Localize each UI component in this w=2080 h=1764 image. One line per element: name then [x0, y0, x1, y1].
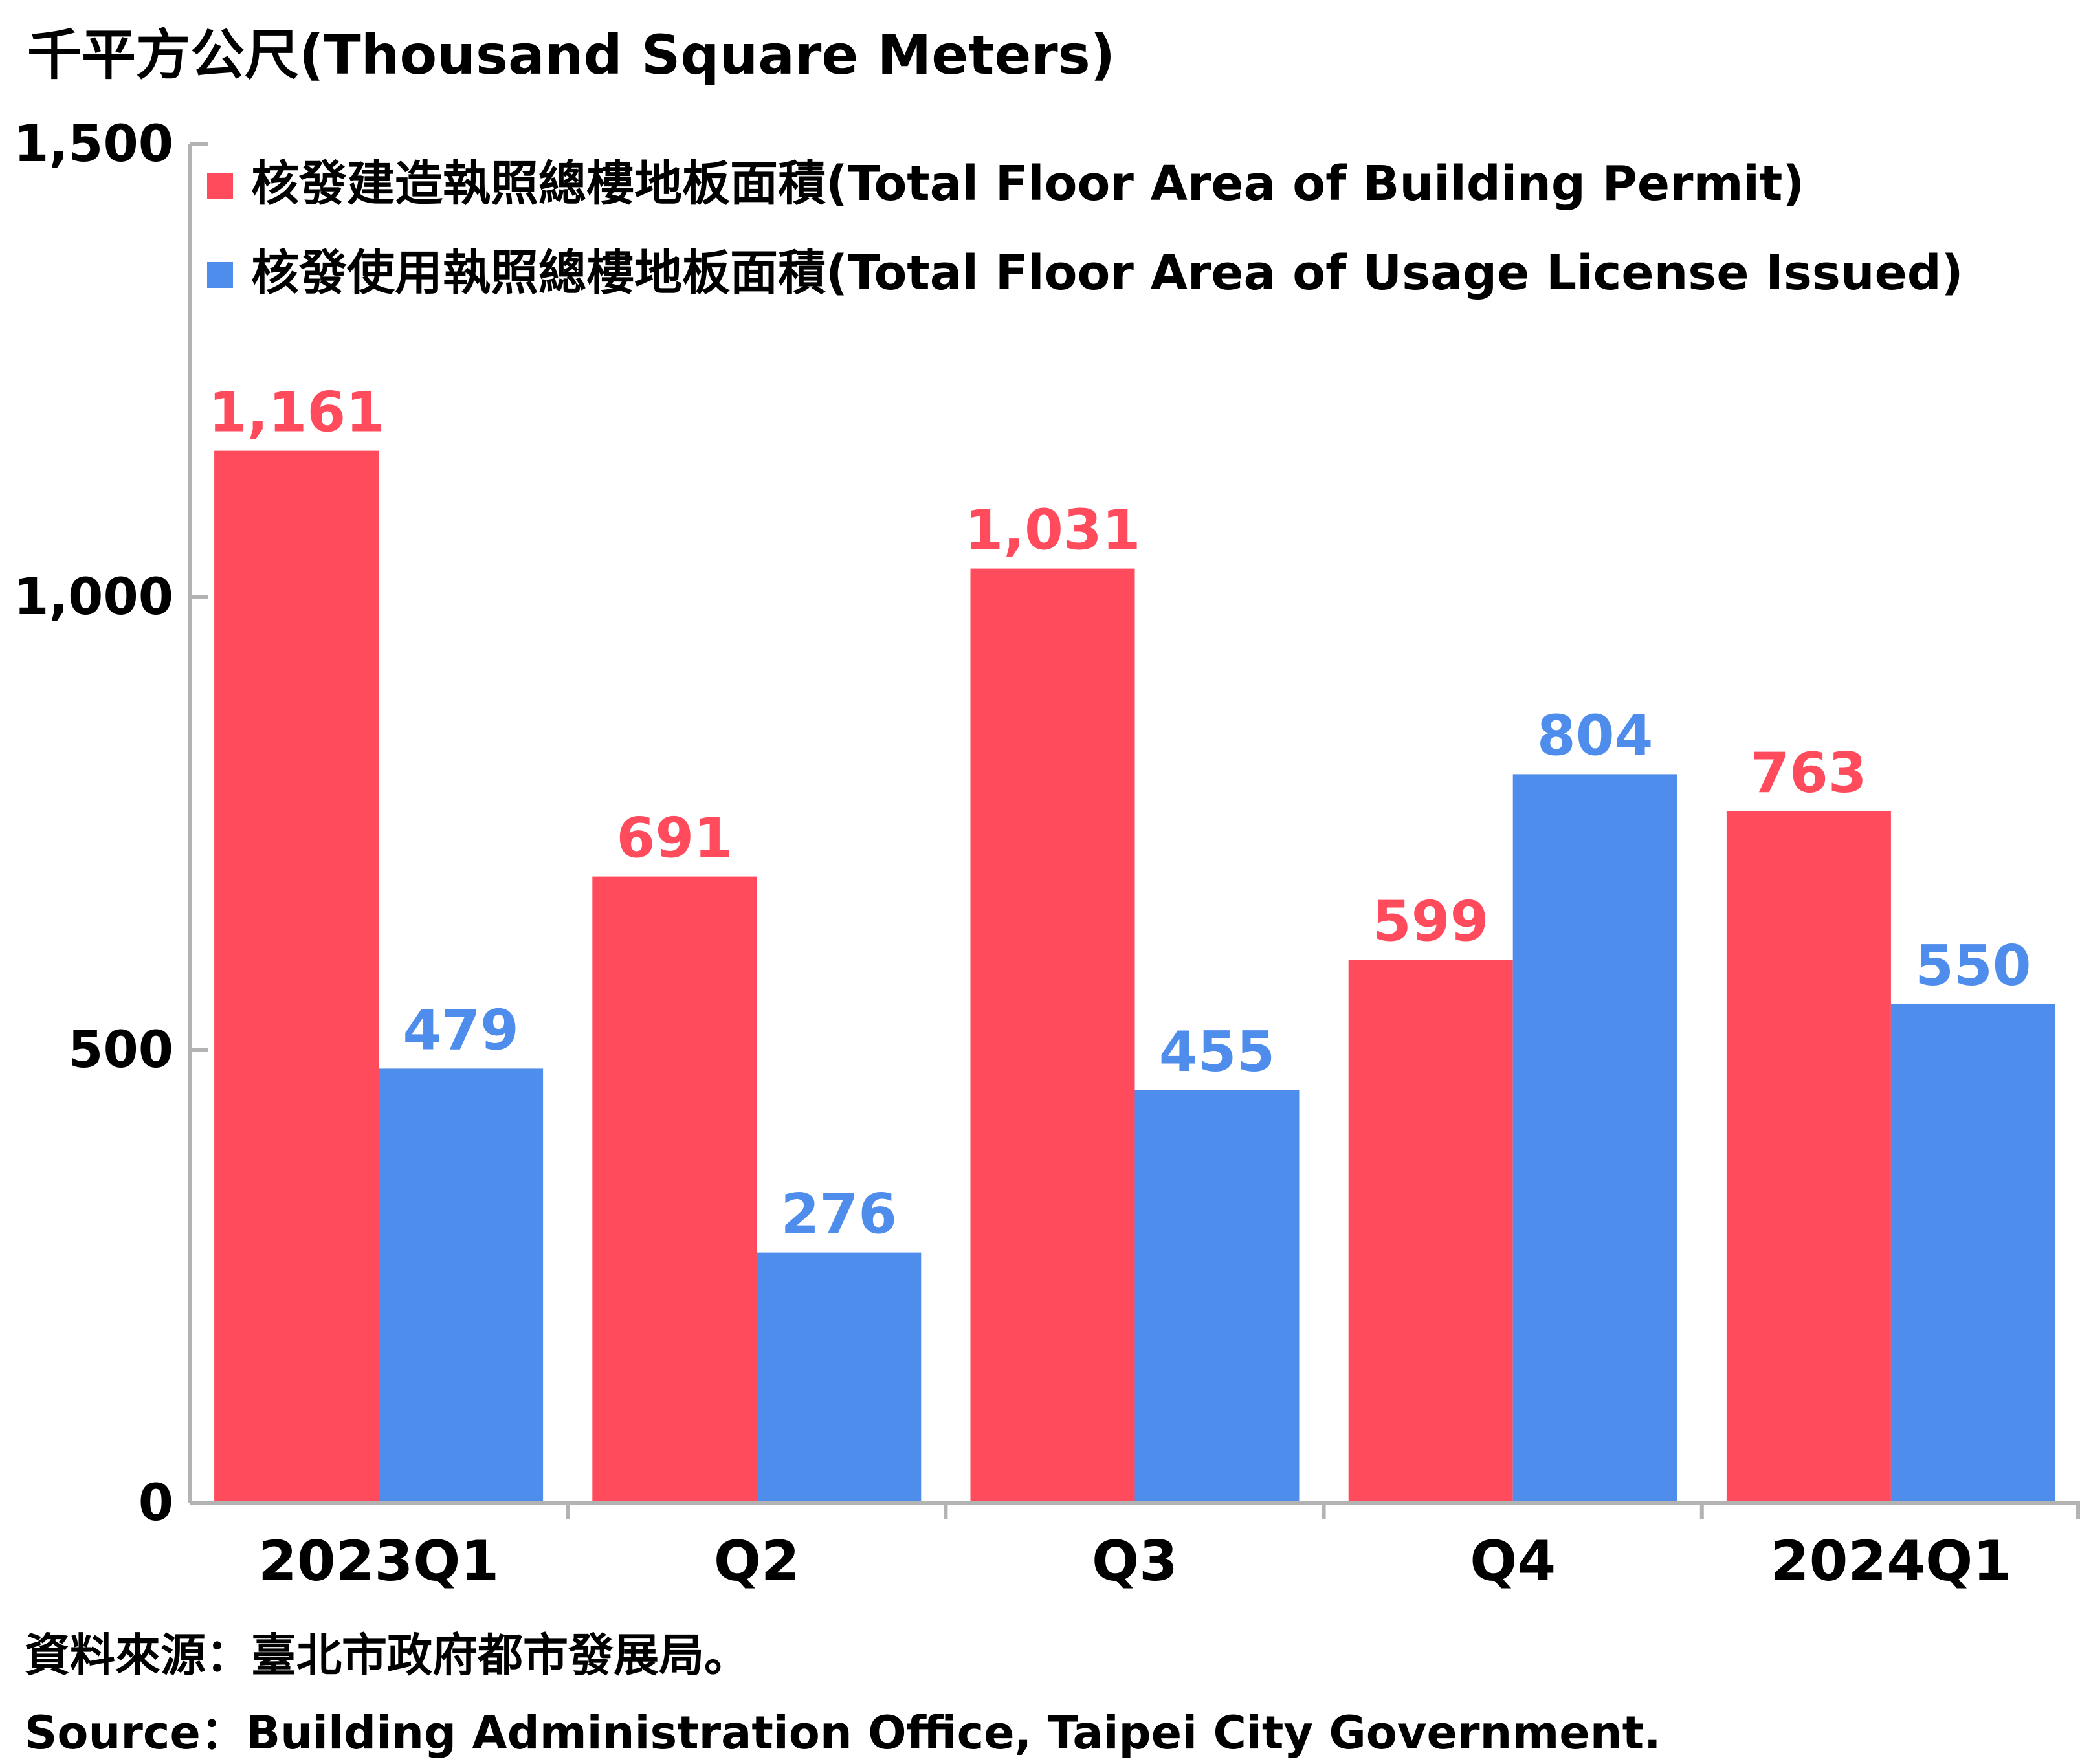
bar-building-permit — [1726, 811, 1891, 1503]
x-tick-label: 2023Q1 — [258, 1529, 499, 1594]
y-tick-label: 1,000 — [14, 568, 173, 626]
bar-building-permit — [592, 876, 757, 1503]
bar-usage-license — [1134, 1090, 1300, 1503]
data-label: 550 — [1915, 934, 2031, 998]
y-tick-label: 1,500 — [14, 115, 173, 173]
data-label: 599 — [1373, 889, 1489, 954]
y-tick-label: 500 — [68, 1021, 173, 1079]
data-label: 763 — [1751, 741, 1867, 806]
x-tick-label: Q4 — [1470, 1529, 1556, 1594]
bar-usage-license — [1890, 1004, 2055, 1503]
data-label: 804 — [1537, 703, 1654, 768]
bar-building-permit — [970, 568, 1135, 1503]
x-tick-label: Q2 — [714, 1529, 800, 1594]
legend-label-building-permit: 核發建造執照總樓地板面積(Total Floor Area of Buildin… — [251, 156, 1804, 212]
y-tick-label: 0 — [138, 1474, 173, 1532]
x-tick-label: 2024Q1 — [1771, 1529, 2011, 1594]
data-label: 479 — [403, 998, 519, 1063]
data-label: 1,161 — [208, 380, 384, 445]
bar-building-permit — [214, 450, 379, 1503]
bar-usage-license — [757, 1252, 922, 1503]
legend-label-usage-license: 核發使用執照總樓地板面積(Total Floor Area of Usage L… — [251, 245, 1964, 301]
source-note-en: Source：Building Administration Office, T… — [25, 1706, 1661, 1759]
data-label: 691 — [617, 806, 733, 871]
legend-swatch-building-permit — [207, 173, 233, 199]
unit-label: 千平方公尺(Thousand Square Meters) — [27, 23, 1116, 87]
legend-swatch-usage-license — [207, 262, 233, 288]
bar-building-permit — [1348, 960, 1513, 1503]
data-label: 455 — [1159, 1020, 1276, 1085]
bar-usage-license — [379, 1068, 544, 1503]
x-tick-label: Q3 — [1092, 1529, 1178, 1594]
source-note-zh: 資料來源：臺北市政府都市發展局。 — [25, 1629, 749, 1682]
data-label: 1,031 — [964, 498, 1140, 563]
bar-usage-license — [1512, 774, 1677, 1503]
data-label: 276 — [781, 1182, 898, 1247]
